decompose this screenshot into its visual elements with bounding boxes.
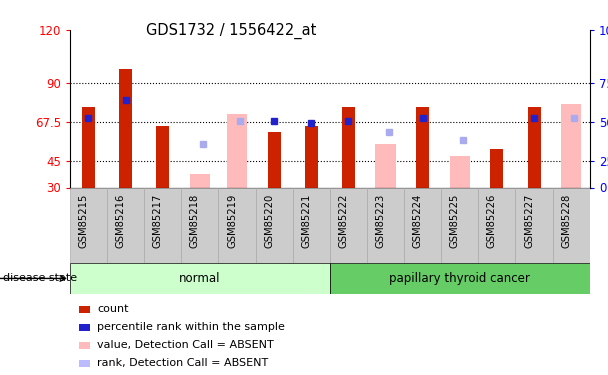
Bar <box>416 107 429 188</box>
Text: normal: normal <box>179 272 221 285</box>
Bar <box>119 69 132 188</box>
Text: GSM85216: GSM85216 <box>116 194 126 248</box>
Bar <box>528 107 541 188</box>
Bar <box>478 188 516 262</box>
Text: count: count <box>97 304 129 314</box>
Bar <box>553 188 590 262</box>
Bar <box>82 107 95 188</box>
Bar <box>330 262 590 294</box>
Text: GSM85220: GSM85220 <box>264 194 274 248</box>
Bar <box>144 188 181 262</box>
Bar <box>218 188 255 262</box>
Bar <box>70 262 330 294</box>
Bar <box>375 144 396 188</box>
Bar <box>449 156 470 188</box>
Text: GSM85217: GSM85217 <box>153 194 163 248</box>
Text: GSM85225: GSM85225 <box>450 194 460 248</box>
Text: GSM85219: GSM85219 <box>227 194 237 248</box>
Text: GSM85223: GSM85223 <box>376 194 385 248</box>
Bar <box>227 114 247 188</box>
Text: GSM85224: GSM85224 <box>413 194 423 248</box>
Bar <box>70 188 107 262</box>
Bar <box>441 188 478 262</box>
Bar <box>107 188 144 262</box>
Bar <box>516 188 553 262</box>
Bar <box>268 132 281 188</box>
Text: value, Detection Call = ABSENT: value, Detection Call = ABSENT <box>97 340 274 350</box>
Bar <box>292 188 330 262</box>
Bar <box>342 107 355 188</box>
Bar <box>330 188 367 262</box>
Bar <box>367 188 404 262</box>
Text: GSM85227: GSM85227 <box>524 194 534 248</box>
Bar <box>181 188 218 262</box>
Text: papillary thyroid cancer: papillary thyroid cancer <box>389 272 530 285</box>
Text: disease state: disease state <box>3 273 77 284</box>
Bar <box>305 126 318 188</box>
Bar <box>156 126 169 188</box>
Bar <box>561 104 581 188</box>
Text: GSM85215: GSM85215 <box>78 194 89 248</box>
Bar <box>190 174 210 188</box>
Text: GSM85218: GSM85218 <box>190 194 200 248</box>
Text: GDS1732 / 1556422_at: GDS1732 / 1556422_at <box>146 22 316 39</box>
Text: GSM85221: GSM85221 <box>302 194 311 248</box>
Bar <box>255 188 292 262</box>
Text: percentile rank within the sample: percentile rank within the sample <box>97 322 285 332</box>
Text: rank, Detection Call = ABSENT: rank, Detection Call = ABSENT <box>97 358 269 368</box>
Text: GSM85226: GSM85226 <box>487 194 497 248</box>
Text: GSM85222: GSM85222 <box>339 194 348 248</box>
Bar <box>491 149 503 188</box>
Bar <box>404 188 441 262</box>
Text: GSM85228: GSM85228 <box>561 194 571 248</box>
